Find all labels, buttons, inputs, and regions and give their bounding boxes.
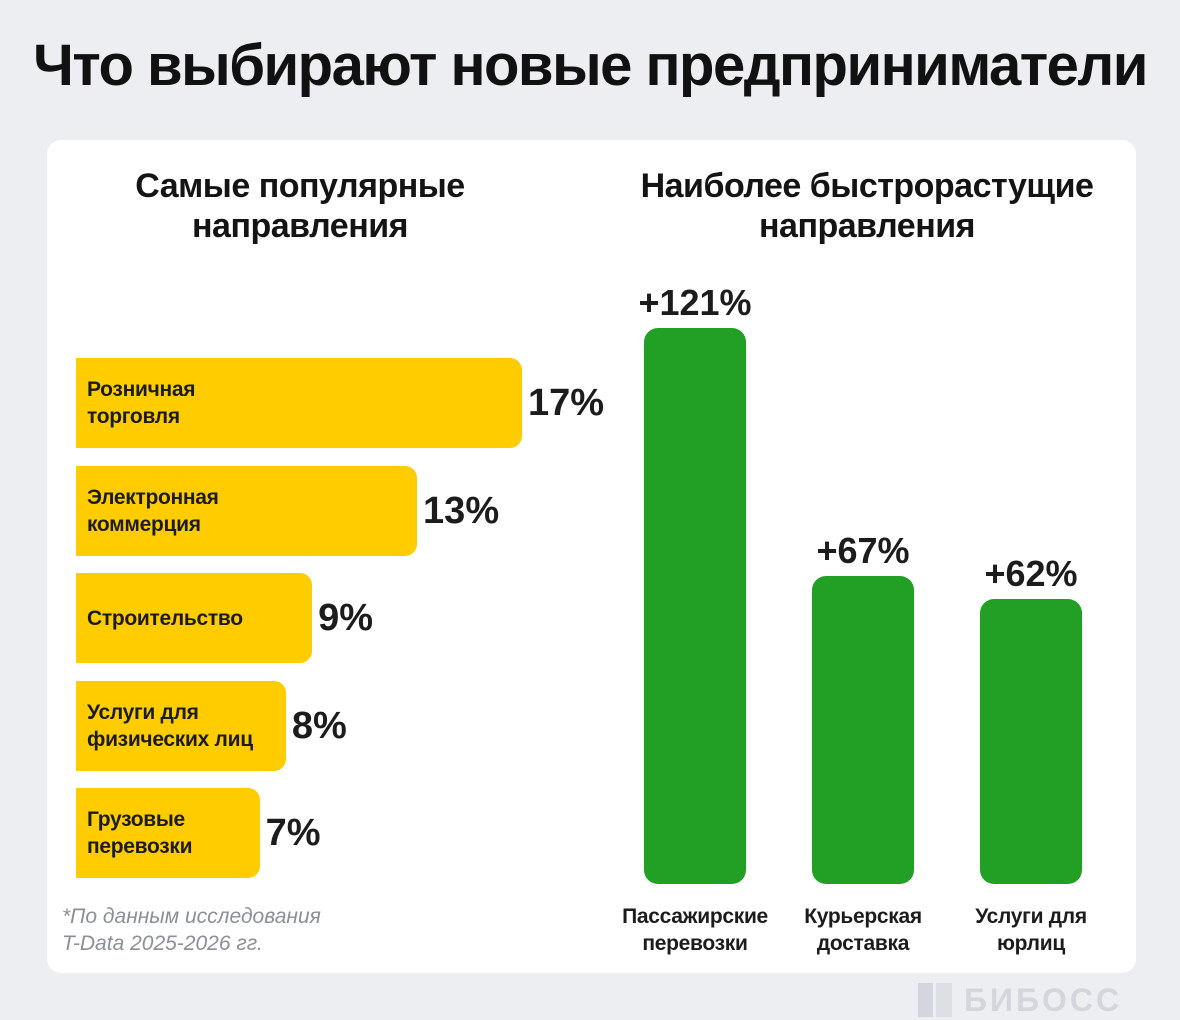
bankrot-logo-icon	[918, 983, 952, 1017]
popular-bar-label-line: физических лиц	[87, 727, 253, 751]
popular-bar-value: 8%	[291, 704, 347, 747]
popular-bar-label: Электронная коммерция	[87, 484, 219, 538]
footnote-line: T-Data 2025-2026 гг.	[62, 932, 263, 955]
popular-bar: Услуги для физических лиц	[76, 680, 286, 771]
growth-bar-category-line: юрлиц	[997, 932, 1065, 955]
popular-chart-title-line: Самые популярные	[135, 167, 465, 205]
growth-bar	[812, 576, 914, 884]
growth-bar-category: Курьерская доставка	[763, 903, 963, 957]
popular-bar: Строительство	[76, 573, 313, 663]
popular-bar: Розничная торговля	[76, 358, 522, 448]
popular-bar-label-line: Грузовые	[87, 808, 185, 831]
growth-bar-value: +67%	[816, 530, 910, 572]
popular-bar: Грузовые перевозки	[76, 788, 260, 878]
growth-chart-title-line: Наиболее быстрорастущие	[640, 167, 1094, 205]
popular-bar-label: Розничная торговля	[87, 376, 195, 430]
growth-bar-category-line: Курьерская	[804, 905, 922, 928]
growth-bar-category: Пассажирские перевозки	[595, 903, 795, 957]
growth-bar	[644, 328, 746, 884]
brand-logo: БИБОСС	[918, 981, 1123, 1018]
growth-chart-title-line: направления	[759, 207, 975, 245]
page-title: Что выбирают новые предприниматели	[33, 33, 1148, 98]
popular-bar-label: Услуги для физических лиц	[87, 699, 253, 753]
popular-bar-label-line: коммерция	[87, 512, 201, 536]
growth-bar-category: Услуги для юрлиц	[931, 903, 1131, 957]
popular-bar-label-line: Розничная	[87, 378, 196, 401]
footnote-line: *По данным исследования	[62, 905, 321, 928]
popular-bar-label-line: Электронная	[87, 485, 219, 509]
growth-chart-title: Наиболее быстрорастущие направления	[612, 166, 1122, 246]
popular-chart-title: Самые популярные направления	[100, 166, 500, 246]
growth-bar-value: +62%	[984, 553, 1078, 595]
popular-bar-label-line: Строительство	[87, 606, 243, 630]
growth-bar-category-line: Услуги для	[975, 905, 1087, 928]
popular-bar: Электронная коммерция	[76, 465, 418, 556]
growth-bar-category-line: доставка	[816, 932, 910, 955]
popular-bar-label-line: Услуги для	[87, 700, 199, 724]
popular-bar-label: Грузовые перевозки	[87, 806, 193, 860]
popular-bar-value: 9%	[318, 597, 374, 639]
source-footnote: *По данным исследования T-Data 2025-2026…	[62, 903, 321, 957]
popular-bar-label: Строительство	[87, 605, 243, 632]
popular-bar-label-line: торговля	[87, 405, 180, 428]
popular-bar-value: 7%	[265, 812, 321, 854]
popular-bar-value: 17%	[528, 382, 605, 424]
growth-bar-value: +121%	[638, 282, 752, 323]
popular-bar-label-line: перевозки	[87, 835, 193, 858]
growth-bar-category-line: Пассажирские	[622, 905, 768, 928]
popular-bar-value: 13%	[423, 489, 500, 532]
growth-bar	[980, 599, 1082, 884]
brand-name: БИБОСС	[964, 981, 1123, 1018]
popular-chart-title-line: направления	[192, 207, 408, 245]
growth-bar-category-line: перевозки	[642, 932, 748, 955]
